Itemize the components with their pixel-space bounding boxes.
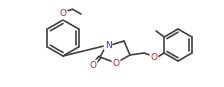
Text: N: N (105, 41, 111, 50)
Text: O: O (151, 52, 157, 62)
Text: O: O (112, 58, 119, 68)
Text: O: O (60, 9, 67, 19)
Text: O: O (90, 60, 97, 70)
